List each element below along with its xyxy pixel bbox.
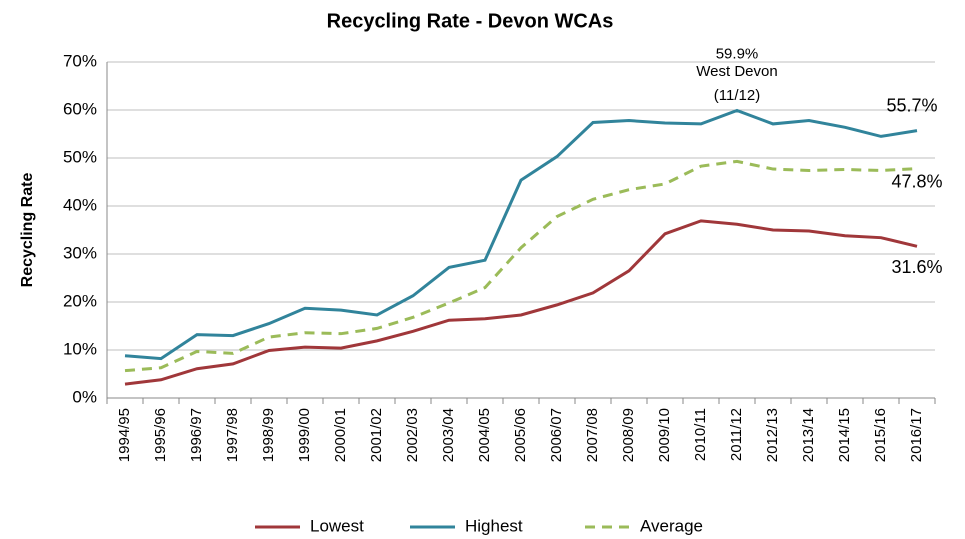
x-tick-label: 2015/16 [872,408,889,462]
x-tick-label: 2004/05 [476,408,493,462]
annotation: (11/12) [714,87,760,104]
y-tick-label: 70% [63,51,97,70]
y-tick-label: 40% [63,195,97,214]
series-line [124,108,918,361]
x-tick-label: 2007/08 [584,408,601,462]
y-tick-label: 20% [63,291,97,310]
x-tick-label: 1998/99 [260,408,277,462]
x-tick-label: 2005/06 [512,408,529,462]
x-tick-label: 2016/17 [908,408,925,462]
legend-label: Lowest [310,516,364,535]
y-tick-label: 30% [63,243,97,262]
x-tick-label: 1999/00 [296,408,313,462]
x-tick-label: 2008/09 [620,408,637,462]
x-tick-label: 2006/07 [548,408,565,462]
x-tick-label: 1994/95 [116,408,133,462]
annotation: West Devon [696,63,777,80]
y-tick-label: 60% [63,99,97,118]
x-tick-label: 2009/10 [656,408,673,462]
value-label: 59.9% [716,45,759,62]
x-tick-label: 2012/13 [764,408,781,462]
y-tick-label: 0% [72,387,97,406]
legend-label: Average [640,516,703,535]
x-tick-label: 2003/04 [440,408,457,462]
x-tick-label: 2011/12 [728,408,745,461]
x-tick-label: 2000/01 [332,408,349,462]
y-tick-label: 10% [63,339,97,358]
x-tick-label: 1996/97 [188,408,205,462]
x-tick-label: 2002/03 [404,408,421,462]
x-tick-label: 1997/98 [224,408,241,462]
x-tick-label: 2001/02 [368,408,385,462]
x-tick-label: 1995/96 [152,408,169,462]
x-tick-label: 2013/14 [800,408,817,462]
x-tick-label: 2014/15 [836,408,853,462]
value-label: 55.7% [886,95,937,115]
chart-title: Recycling Rate - Devon WCAs [327,10,614,32]
y-axis-label: Recycling Rate [19,173,36,288]
y-tick-label: 50% [63,147,97,166]
series-line [124,219,918,386]
value-label: 47.8% [891,171,942,191]
series-line [124,159,918,373]
x-tick-label: 2010/11 [692,408,709,461]
legend-label: Highest [465,516,523,535]
value-label: 31.6% [891,257,942,277]
